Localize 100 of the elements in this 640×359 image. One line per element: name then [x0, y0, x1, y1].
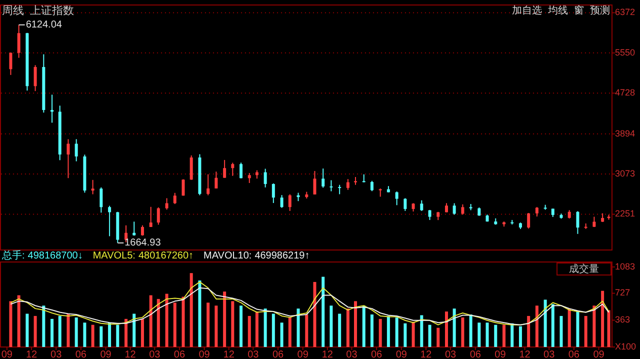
candlestick [149, 206, 152, 228]
bar [58, 316, 62, 347]
bar [592, 306, 596, 347]
y-tick-label: 4728 [615, 87, 636, 98]
bar [124, 318, 128, 347]
candlestick [527, 212, 530, 230]
text: 总手: [1, 250, 25, 262]
candlestick [338, 184, 342, 195]
candlestick [280, 194, 284, 208]
candlestick [330, 180, 333, 192]
bar [255, 312, 258, 347]
bar [510, 323, 514, 347]
annotation: 成交量 [569, 263, 599, 276]
x-tick-label: 09 [1, 350, 13, 359]
bar [240, 306, 243, 347]
bar [214, 306, 218, 347]
chart-title: 周线 [2, 4, 24, 17]
bar [34, 316, 37, 347]
candlestick [322, 168, 325, 188]
bar [584, 316, 588, 347]
bar [17, 295, 20, 347]
x-tick-label: 03 [248, 350, 260, 359]
bar [535, 306, 538, 347]
text: 480167260↑ [138, 250, 194, 262]
bar [576, 312, 580, 347]
bar [50, 318, 54, 347]
x-tick-label: 03 [50, 350, 62, 359]
bar [66, 314, 70, 347]
x-tick-label: 09 [396, 350, 408, 359]
x-tick-label: 09 [297, 350, 309, 359]
bar [305, 314, 308, 347]
bar [206, 302, 210, 347]
x-tick-label: 03 [346, 350, 358, 359]
candlestick [91, 179, 94, 195]
bar [330, 306, 333, 347]
x-tick-label: 06 [75, 350, 87, 359]
bar [116, 324, 120, 347]
bar [412, 322, 415, 347]
candlestick [264, 168, 267, 188]
candlestick [346, 178, 350, 190]
bar [568, 308, 571, 347]
bar [346, 308, 350, 347]
candlestick [9, 52, 12, 76]
text: 498168700↓ [28, 250, 83, 262]
candlestick [288, 194, 292, 212]
x-tick-label: 12 [26, 350, 38, 359]
x-tick-label: 09 [198, 350, 210, 359]
candlestick [156, 206, 160, 226]
bar [83, 322, 86, 347]
bar [452, 308, 456, 347]
y-tick-label: 6372 [615, 7, 636, 18]
candlestick [206, 174, 210, 196]
candlestick [370, 180, 374, 192]
candlestick [313, 170, 316, 195]
y-tick-label: 363 [615, 314, 630, 325]
bar [272, 314, 275, 347]
bar [132, 314, 136, 347]
bar [527, 316, 530, 347]
bar [420, 315, 424, 347]
bar [198, 280, 202, 347]
x-tick-label: 09 [100, 350, 112, 359]
chart-subtitle: 上证指数 [30, 4, 74, 17]
bar [313, 282, 316, 347]
candlestick [535, 206, 538, 217]
candlestick [165, 198, 168, 210]
bar [544, 300, 547, 347]
bar [551, 304, 554, 347]
x-tick-label: 12 [322, 350, 334, 359]
x-tick-label: 12 [519, 350, 531, 359]
text: MAVOL10: [204, 250, 252, 262]
bar [436, 328, 440, 347]
annotation: 窗 [574, 4, 584, 17]
candlestick [461, 204, 464, 216]
x-tick-label: 12 [124, 350, 136, 359]
text: 469986219↑ [254, 250, 310, 262]
x-tick-label: 06 [371, 350, 383, 359]
bar [362, 306, 366, 347]
y-tick-label: 2251 [615, 208, 636, 219]
bar [386, 316, 390, 347]
candlestick [395, 190, 398, 206]
bar [182, 296, 185, 347]
x-tick-label: 12 [223, 350, 235, 359]
bar [354, 301, 358, 347]
bar [165, 294, 168, 347]
bar [190, 273, 193, 347]
candlestick [190, 154, 193, 180]
bar [149, 295, 152, 347]
candlestick [108, 205, 112, 237]
bar [601, 290, 604, 347]
bar [494, 324, 498, 347]
annotation: 1664.93 [124, 238, 162, 249]
candlestick [231, 162, 234, 176]
x-tick-label: 09 [593, 350, 605, 359]
candlestick [17, 24, 20, 58]
candlestick [173, 192, 176, 205]
annotation: 6124.04 [26, 19, 62, 30]
bar [156, 298, 160, 347]
bar [469, 314, 472, 347]
bar [444, 312, 448, 347]
y-tick-label: 3073 [615, 168, 636, 178]
